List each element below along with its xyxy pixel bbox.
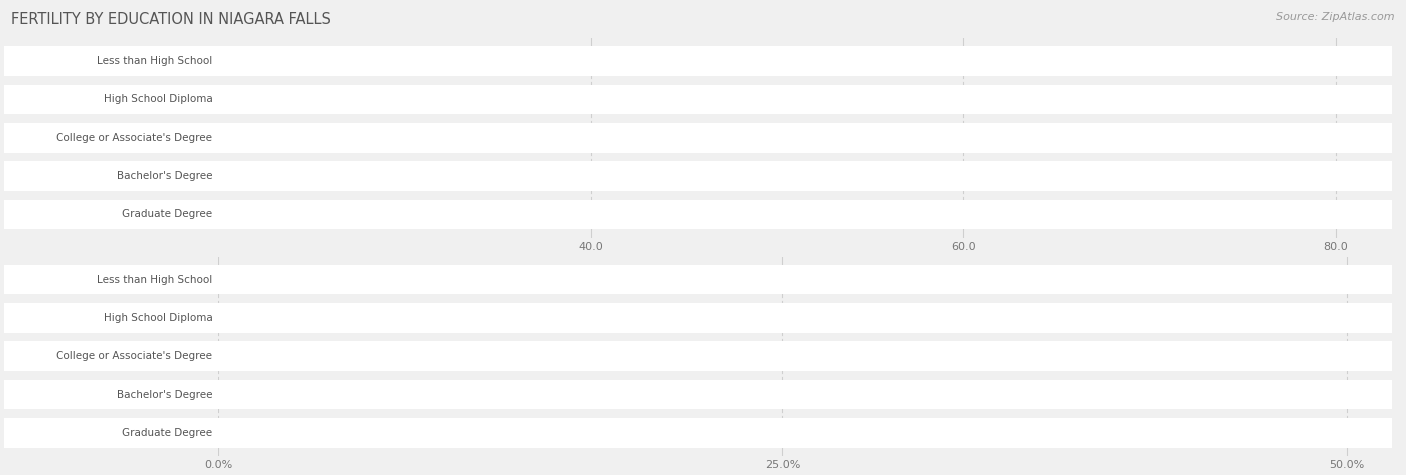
Text: 49.0: 49.0 [768, 170, 794, 182]
Text: Bachelor's Degree: Bachelor's Degree [117, 390, 212, 399]
Text: College or Associate's Degree: College or Associate's Degree [56, 351, 212, 361]
Bar [218, 305, 1149, 330]
Text: Bachelor's Degree: Bachelor's Degree [117, 171, 212, 181]
Text: 49.0: 49.0 [768, 55, 794, 67]
Bar [218, 164, 758, 189]
Text: Less than High School: Less than High School [97, 56, 212, 66]
Text: Less than High School: Less than High School [97, 275, 212, 285]
Text: 40.0: 40.0 [600, 208, 626, 221]
Bar [218, 125, 591, 150]
Bar [218, 344, 744, 369]
Text: Source: ZipAtlas.com: Source: ZipAtlas.com [1277, 12, 1395, 22]
Text: College or Associate's Degree: College or Associate's Degree [56, 133, 212, 143]
Text: 15.2%: 15.2% [572, 273, 610, 286]
Bar [218, 202, 591, 227]
Bar [218, 87, 1243, 112]
Text: High School Diploma: High School Diploma [104, 313, 212, 323]
Text: 12.8%: 12.8% [519, 388, 555, 401]
Text: 7.5%: 7.5% [398, 427, 429, 439]
Text: High School Diploma: High School Diploma [104, 95, 212, 104]
Text: 40.0: 40.0 [600, 131, 626, 144]
Text: 75.0: 75.0 [1199, 93, 1227, 106]
Text: 23.3%: 23.3% [755, 350, 793, 363]
Bar [218, 420, 387, 446]
Text: FERTILITY BY EDUCATION IN NIAGARA FALLS: FERTILITY BY EDUCATION IN NIAGARA FALLS [11, 12, 332, 27]
Bar [218, 48, 758, 74]
Bar [218, 382, 508, 407]
Text: 41.2%: 41.2% [1090, 312, 1130, 324]
Bar [218, 267, 561, 292]
Text: Graduate Degree: Graduate Degree [122, 209, 212, 219]
Text: Graduate Degree: Graduate Degree [122, 428, 212, 438]
